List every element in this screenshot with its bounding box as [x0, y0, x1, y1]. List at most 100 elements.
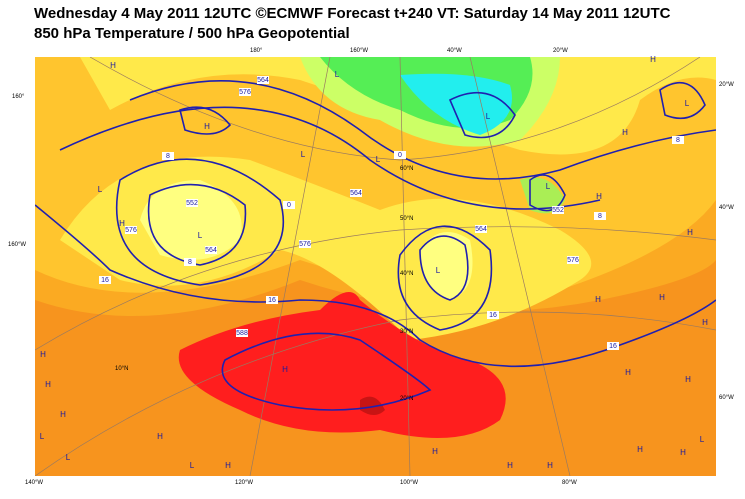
label-box: [125, 226, 137, 234]
pressure-center: H: [622, 128, 628, 137]
label-box: [394, 151, 406, 159]
map: [35, 57, 716, 476]
label-box: [239, 88, 251, 96]
longitude-label: 20°W: [553, 48, 568, 54]
latitude-label: 160°: [12, 94, 25, 100]
pressure-center: H: [282, 365, 288, 374]
longitude-label: 100°W: [400, 480, 418, 486]
latitude-label: 40°N: [400, 271, 413, 277]
longitude-label: 140°W: [25, 480, 43, 486]
contour-label: 16: [489, 312, 497, 319]
pressure-center: L: [98, 185, 103, 194]
label-box: [475, 225, 487, 233]
contour-label: 8: [598, 213, 602, 220]
pressure-center: L: [198, 231, 203, 240]
pressure-center: H: [60, 410, 66, 419]
pressure-center: H: [680, 448, 686, 457]
subtitle: 850 hPa Temperature / 500 hPa Geopotenti…: [34, 25, 350, 42]
label-box: [236, 329, 248, 337]
label-box: [350, 189, 362, 197]
latitude-label: 60°N: [400, 166, 413, 172]
pressure-center: L: [40, 432, 45, 441]
contour-label: 16: [268, 297, 276, 304]
contour-label: 564: [350, 190, 362, 197]
contour-label: 16: [609, 343, 617, 350]
label-box: [672, 136, 684, 144]
contour-label: 8: [166, 153, 170, 160]
pressure-center: H: [432, 447, 438, 456]
pressure-center: L: [486, 112, 491, 121]
latitude-label: 30°N: [400, 329, 413, 335]
contour-label: 0: [398, 152, 402, 159]
pressure-center: H: [637, 445, 643, 454]
contour-label: 552: [552, 207, 564, 214]
pressure-center: H: [45, 380, 51, 389]
contour-label: 564: [205, 247, 217, 254]
pressure-centers: H H L L H L L L L L H H H H H H H H H H L L L H H H H H H H H H L H L L: [40, 55, 708, 470]
latitude-label: 10°N: [115, 366, 128, 372]
pressure-center: L: [190, 461, 195, 470]
label-box: [162, 152, 174, 160]
pressure-center: H: [625, 368, 631, 377]
pressure-center: H: [40, 350, 46, 359]
pressure-center: H: [595, 295, 601, 304]
longitude-label: 40°W: [447, 48, 462, 54]
pressure-center: L: [335, 70, 340, 79]
pressure-center: L: [436, 266, 441, 275]
contour-label: 564: [257, 77, 269, 84]
latitude-label: 40°W: [719, 205, 734, 211]
pressure-center: H: [596, 192, 602, 201]
pressure-center: H: [110, 61, 116, 70]
label-box: [186, 199, 198, 207]
latitude-label: 20°W: [719, 82, 734, 88]
latitude-labels: 160° 160°W 20°W 40°W 60°W 60°N 50°N 40°N…: [8, 82, 734, 402]
contour-labels: 8 0 8 16 16 16 16 8 8 0 552 564 576 576 588 564 564 552 57…: [99, 76, 684, 350]
latitude-label: 50°N: [400, 216, 413, 222]
pressure-center: H: [547, 461, 553, 470]
label-box: [594, 212, 606, 220]
pressure-center: H: [659, 293, 665, 302]
label-box: [487, 311, 499, 319]
contour-label: 576: [125, 227, 137, 234]
longitude-label: 120°W: [235, 480, 253, 486]
label-box: [283, 201, 295, 209]
pressure-center: H: [650, 55, 656, 64]
label-box: [184, 258, 196, 266]
longitude-labels: 140°W 120°W 100°W 80°W 180° 160°W 40°W 2…: [25, 48, 577, 486]
pressure-center: H: [204, 122, 210, 131]
pressure-center: H: [702, 318, 708, 327]
label-box: [205, 246, 217, 254]
longitude-label: 160°W: [350, 48, 368, 54]
title: Wednesday 4 May 2011 12UTC ©ECMWF Foreca…: [34, 5, 671, 22]
label-box: [567, 256, 579, 264]
longitude-label: 180°: [250, 48, 263, 54]
label-box: [607, 342, 619, 350]
pressure-center: L: [685, 99, 690, 108]
pressure-center: L: [546, 182, 551, 191]
contour-label: 0: [287, 202, 291, 209]
pressure-center: L: [301, 150, 306, 159]
latitude-label: 20°N: [400, 396, 413, 402]
pressure-center: H: [507, 461, 513, 470]
latitude-label: 60°W: [719, 395, 734, 401]
contour-label: 588: [236, 330, 248, 337]
contour-label: 576: [299, 241, 311, 248]
label-box: [266, 296, 278, 304]
pressure-center: L: [700, 435, 705, 444]
contour-label: 576: [567, 257, 579, 264]
pressure-center: H: [685, 375, 691, 384]
label-box: [257, 76, 269, 84]
contour-label: 552: [186, 200, 198, 207]
contour-label: 8: [676, 137, 680, 144]
label-box: [99, 276, 111, 284]
pressure-center: L: [66, 453, 71, 462]
contour-label: 8: [188, 259, 192, 266]
contour-label: 564: [475, 226, 487, 233]
pressure-center: H: [687, 228, 693, 237]
latitude-label: 160°W: [8, 242, 26, 248]
pressure-center: H: [119, 219, 125, 228]
contour-label: 576: [239, 89, 251, 96]
label-box: [299, 240, 311, 248]
longitude-label: 80°W: [562, 480, 577, 486]
